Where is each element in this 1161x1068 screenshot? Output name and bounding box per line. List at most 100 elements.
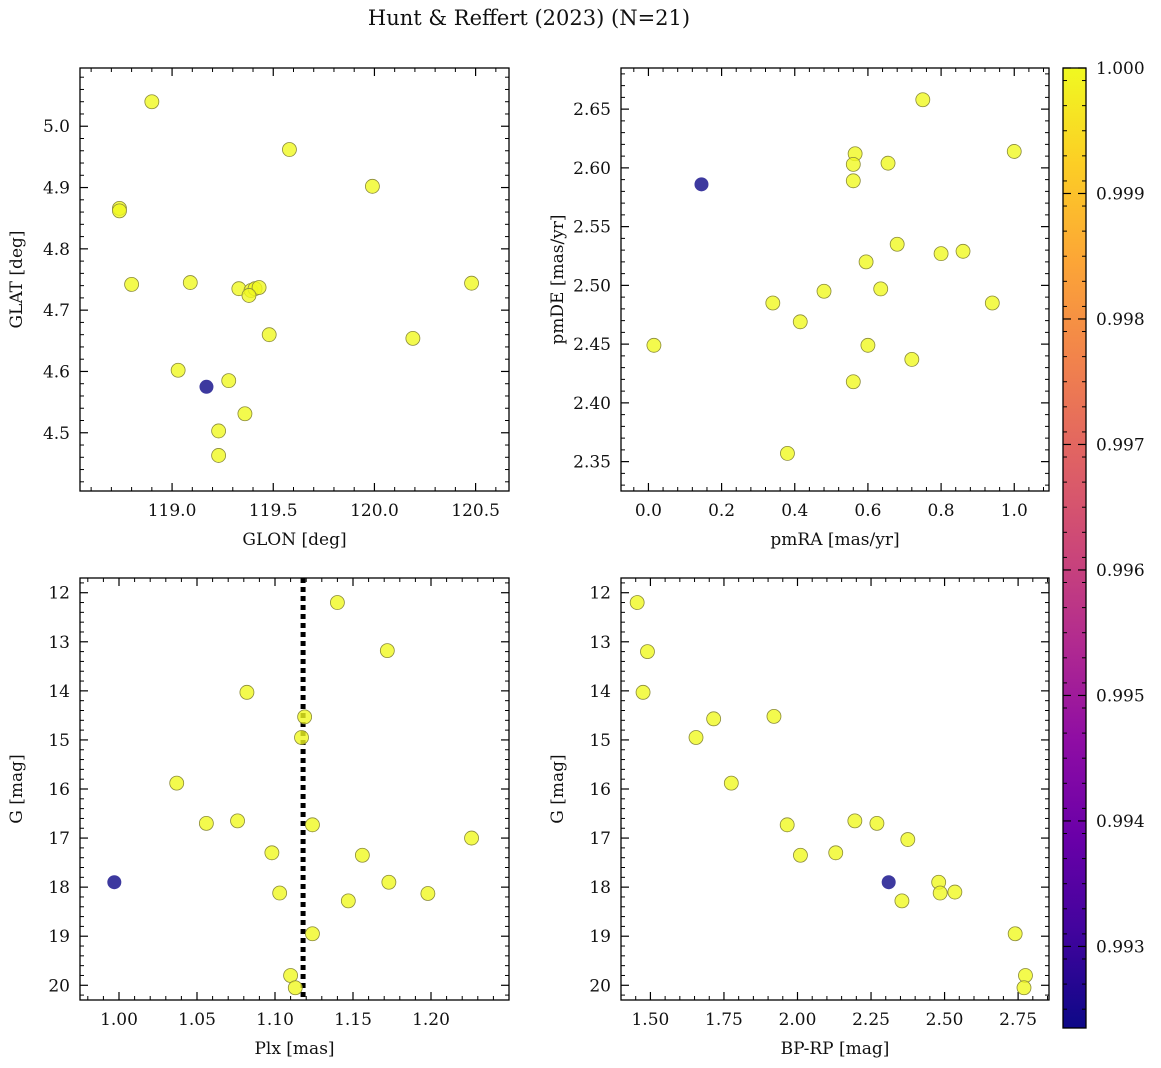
x-tick-label: 2.50	[926, 1010, 964, 1030]
colorbar-tick-label: 0.996	[1096, 561, 1145, 581]
colorbar-tick-label: 0.994	[1096, 812, 1145, 832]
scatter-point	[894, 893, 910, 909]
scatter-point	[287, 980, 303, 996]
scatter-point	[264, 845, 280, 861]
x-tick-label: 119.5	[249, 501, 298, 521]
x-tick-label: 119.0	[148, 501, 197, 521]
scatter-point	[237, 406, 253, 422]
y-tick-label: 18	[48, 878, 70, 898]
y-axis-label: G [mag]	[548, 754, 568, 823]
scatter-point	[847, 813, 863, 829]
y-tick-label: 20	[48, 976, 70, 996]
scatter-panel-4: 1.50 1.75 2.00 2.25 2.50 2.75 12 13 14 15 16 17 18 19…	[548, 577, 1050, 1059]
x-tick-label: 1.20	[412, 1010, 450, 1030]
scatter-point	[792, 314, 808, 330]
scatter-point	[779, 817, 795, 833]
x-tick-label: 1.15	[334, 1010, 372, 1030]
axes-frame	[79, 67, 510, 492]
scatter-point	[845, 173, 861, 189]
y-tick-label: 2.45	[573, 335, 611, 355]
scatter-point	[1006, 144, 1022, 159]
x-tick-label: 0.6	[854, 501, 881, 521]
scatter-point	[282, 142, 297, 157]
y-tick-label: 14	[589, 682, 611, 702]
y-axis-label: GLAT [deg]	[7, 230, 27, 328]
y-tick-label: 2.40	[573, 394, 611, 414]
y-tick-label: 4.8	[43, 240, 70, 260]
scatter-point	[221, 373, 237, 389]
scatter-point	[1016, 980, 1032, 996]
scatter-point	[251, 280, 267, 295]
scatter-point	[198, 815, 214, 831]
scatter-point	[405, 330, 421, 346]
y-tick-label: 20	[589, 976, 611, 996]
x-tick-label: 1.0	[1001, 501, 1028, 521]
y-tick-label: 16	[589, 780, 611, 800]
scatter-panel-1: 119.0 119.5 120.0 120.5 4.5 4.6 4.7 4.8 4.9 5.0 GL…	[7, 67, 510, 550]
y-axis-label: pmDE [mas/yr]	[548, 214, 568, 344]
colorbar-tick-label: 0.998	[1096, 310, 1145, 330]
x-axis-label: GLON [deg]	[242, 530, 346, 550]
scatter-point	[211, 448, 227, 463]
x-tick-label: 1.05	[178, 1010, 216, 1030]
y-tick-label: 2.60	[573, 159, 611, 179]
scatter-point	[955, 243, 971, 259]
scatter-point	[107, 875, 122, 890]
y-tick-label: 4.6	[43, 362, 70, 382]
scatter-point	[860, 337, 876, 353]
scatter-point	[635, 684, 651, 700]
y-tick-label: 2.65	[573, 100, 611, 120]
colorbar-tick-label: 0.997	[1096, 435, 1145, 455]
x-axis-label: Plx [mas]	[254, 1039, 334, 1059]
y-tick-label: 17	[589, 829, 611, 849]
y-tick-label: 14	[48, 682, 70, 702]
scatter-point	[694, 177, 709, 192]
y-tick-label: 4.5	[43, 424, 70, 444]
y-tick-label: 16	[48, 780, 70, 800]
scatter-point	[365, 178, 380, 194]
scatter-point	[169, 775, 185, 791]
x-tick-label: 2.75	[999, 1010, 1037, 1030]
scatter-point	[182, 275, 198, 290]
scatter-point	[379, 643, 395, 659]
scatter-point	[124, 277, 140, 292]
scatter-point	[305, 817, 320, 833]
y-tick-label: 13	[589, 633, 611, 653]
y-tick-label: 12	[589, 584, 611, 604]
y-tick-label: 19	[48, 927, 70, 947]
scatter-point	[272, 885, 288, 901]
scatter-point	[381, 874, 397, 890]
y-tick-label: 17	[48, 829, 70, 849]
y-tick-label: 12	[48, 584, 70, 604]
x-tick-label: 1.50	[631, 1010, 669, 1030]
scatter-point	[723, 775, 739, 791]
scatter-point	[845, 374, 861, 390]
y-tick-label: 5.0	[43, 117, 70, 137]
y-tick-label: 15	[589, 731, 611, 751]
scatter-point	[241, 288, 257, 303]
x-tick-label: 0.0	[635, 501, 662, 521]
y-tick-label: 13	[48, 633, 70, 653]
scatter-point	[793, 847, 808, 863]
scatter-point	[915, 92, 931, 108]
scatter-panel-2: 0.0 0.2 0.4 0.6 0.8 1.0 2.35 2.40 2.45 2.50 2.55 2.…	[548, 67, 1050, 550]
scatter-point	[230, 813, 245, 829]
scatter-point	[880, 155, 896, 171]
axes-frame	[620, 67, 1050, 492]
colorbar-gradient	[1063, 68, 1086, 1028]
scatter-point	[170, 362, 186, 378]
figure-title: Hunt & Reffert (2023) (N=21)	[367, 6, 691, 30]
x-tick-label: 120.0	[350, 501, 399, 521]
scatter-point	[297, 709, 313, 725]
scatter-point	[211, 423, 227, 439]
colorbar-tick-label: 0.993	[1096, 937, 1145, 957]
scatter-point	[112, 203, 127, 219]
x-axis-label: pmRA [mas/yr]	[770, 530, 899, 550]
y-tick-label: 2.55	[573, 218, 611, 238]
scatter-panel-3: 1.00 1.05 1.10 1.15 1.20 12 13 14 15 16 17 18 19 20 Pl…	[7, 577, 510, 1059]
scatter-point	[889, 236, 905, 252]
y-tick-label: 15	[48, 731, 70, 751]
x-axis-label: BP-RP [mag]	[781, 1039, 890, 1059]
scatter-point	[646, 337, 662, 353]
scatter-point	[816, 283, 832, 299]
